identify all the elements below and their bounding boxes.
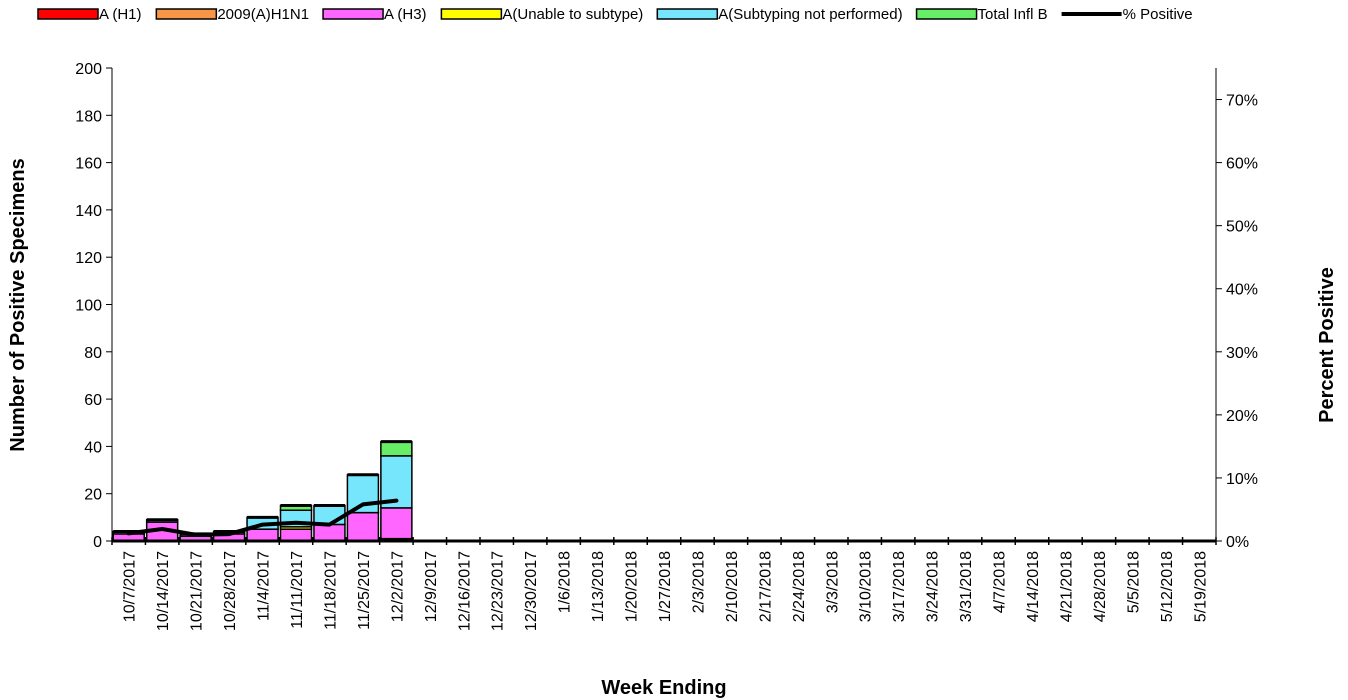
x-tick-label: 4/7/2018	[992, 551, 1009, 613]
x-tick-label: 11/11/2017	[289, 551, 306, 629]
legend-swatch-1	[155, 8, 218, 20]
x-tick-label: 10/21/2017	[189, 551, 206, 631]
y-axis-title: Number of Positive Specimens	[7, 158, 29, 451]
legend-label-2: A (H3)	[384, 6, 427, 23]
legend-label-4: A(Subtyping not performed)	[718, 6, 902, 23]
bar-segment	[346, 511, 380, 542]
x-tick-label: 5/12/2018	[1159, 551, 1176, 622]
y2-tick-label: 50%	[1226, 219, 1258, 236]
percent-positive-line	[126, 498, 399, 537]
bar-segment	[380, 440, 413, 457]
plot-area: 0 20 40 60 80 100 120 140 160 180 200 0% 10% 20% 30% 40…	[75, 61, 1258, 631]
y2-tick-label: 20%	[1226, 408, 1258, 425]
x-tick-label: 12/30/2017	[523, 551, 540, 631]
x-tick-label: 1/13/2018	[590, 551, 607, 622]
y-tick-label: 160	[75, 156, 102, 173]
axes-group: 0 20 40 60 80 100 120 140 160 180 200 0% 10% 20% 30% 40…	[75, 61, 1258, 631]
x-tick-label: 2/24/2018	[791, 551, 808, 622]
x-tick-label: 11/18/2017	[323, 551, 340, 630]
x-tick-label: 12/2/2017	[389, 551, 406, 622]
x-tick-label: 4/14/2018	[1025, 551, 1042, 622]
x-tick-label: 4/28/2018	[1092, 551, 1109, 622]
x-tick-label: 3/17/2018	[891, 551, 908, 622]
x-tick-label: 11/25/2017	[356, 551, 373, 630]
x-tick-label: 10/14/2017	[155, 551, 172, 631]
legend-label-0: A (H1)	[99, 6, 142, 23]
x-axis-title: Week Ending	[601, 677, 726, 699]
legend-swatch-5	[915, 8, 978, 20]
y2-tick-label: 60%	[1226, 156, 1258, 173]
y2-tick-label: 0%	[1226, 534, 1249, 551]
x-tick-label: 12/16/2017	[456, 551, 473, 631]
x-tick-label: 1/27/2018	[657, 551, 674, 622]
x-tick-label: 3/10/2018	[858, 551, 875, 622]
x-tick-label: 10/7/2017	[122, 551, 139, 622]
y2-tick-label: 30%	[1226, 345, 1258, 362]
y-tick-label: 0	[93, 534, 102, 551]
x-tick-label: 1/6/2018	[557, 551, 574, 613]
bar-segment	[246, 528, 279, 542]
y2-tick-label: 40%	[1226, 282, 1258, 299]
legend-label-5: Total Infl B	[978, 6, 1048, 23]
y2-axis-title: Percent Positive	[1316, 267, 1338, 423]
legend-label-6: % Positive	[1123, 6, 1193, 23]
y-tick-label: 140	[75, 203, 102, 220]
x-tick-label: 1/20/2018	[624, 551, 641, 622]
bar-segment	[346, 474, 380, 514]
x-tick-label: 10/28/2017	[222, 551, 239, 631]
bar-segment	[313, 523, 346, 542]
y-tick-label: 80	[84, 345, 102, 362]
x-tick-label: 2/17/2018	[757, 551, 774, 622]
x-tick-label: 12/9/2017	[423, 551, 440, 622]
bar-segment	[380, 507, 413, 540]
y-tick-label: 180	[75, 108, 102, 125]
x-tick-label: 12/23/2017	[490, 551, 507, 631]
legend-swatch-2	[322, 8, 384, 20]
x-tick-label: 4/21/2018	[1059, 551, 1076, 622]
legend: A (H1) 2009(A)H1N1 A (H3) A(Unable to subty…	[37, 6, 1193, 23]
legend-label-3: A(Unable to subtype)	[502, 6, 643, 23]
y2-tick-label: 70%	[1226, 93, 1258, 110]
legend-swatch-3	[440, 8, 503, 20]
x-tick-label: 5/19/2018	[1192, 551, 1209, 622]
x-tick-label: 2/10/2018	[724, 551, 741, 622]
y-tick-label: 60	[84, 392, 102, 409]
x-tick-label: 3/3/2018	[824, 551, 841, 613]
y2-tick-label: 10%	[1226, 471, 1258, 488]
x-tick-label: 2/3/2018	[691, 551, 708, 613]
x-tick-label: 3/24/2018	[925, 551, 942, 622]
y-tick-label: 200	[75, 61, 102, 78]
bar-segment	[313, 504, 346, 526]
y-tick-label: 40	[84, 439, 102, 456]
legend-swatch-0	[37, 8, 99, 20]
percent-positive-line-group	[126, 498, 399, 537]
x-tick-label: 3/31/2018	[958, 551, 975, 622]
legend-label-1: 2009(A)H1N1	[217, 6, 309, 23]
x-tick-label: 11/4/2017	[256, 551, 273, 621]
y-tick-label: 20	[84, 487, 102, 504]
x-tick-label: 5/5/2018	[1125, 551, 1142, 613]
y-tick-label: 120	[75, 250, 102, 267]
bar-segment	[279, 528, 313, 542]
legend-swatch-4	[656, 8, 719, 20]
y-tick-label: 100	[75, 298, 102, 315]
